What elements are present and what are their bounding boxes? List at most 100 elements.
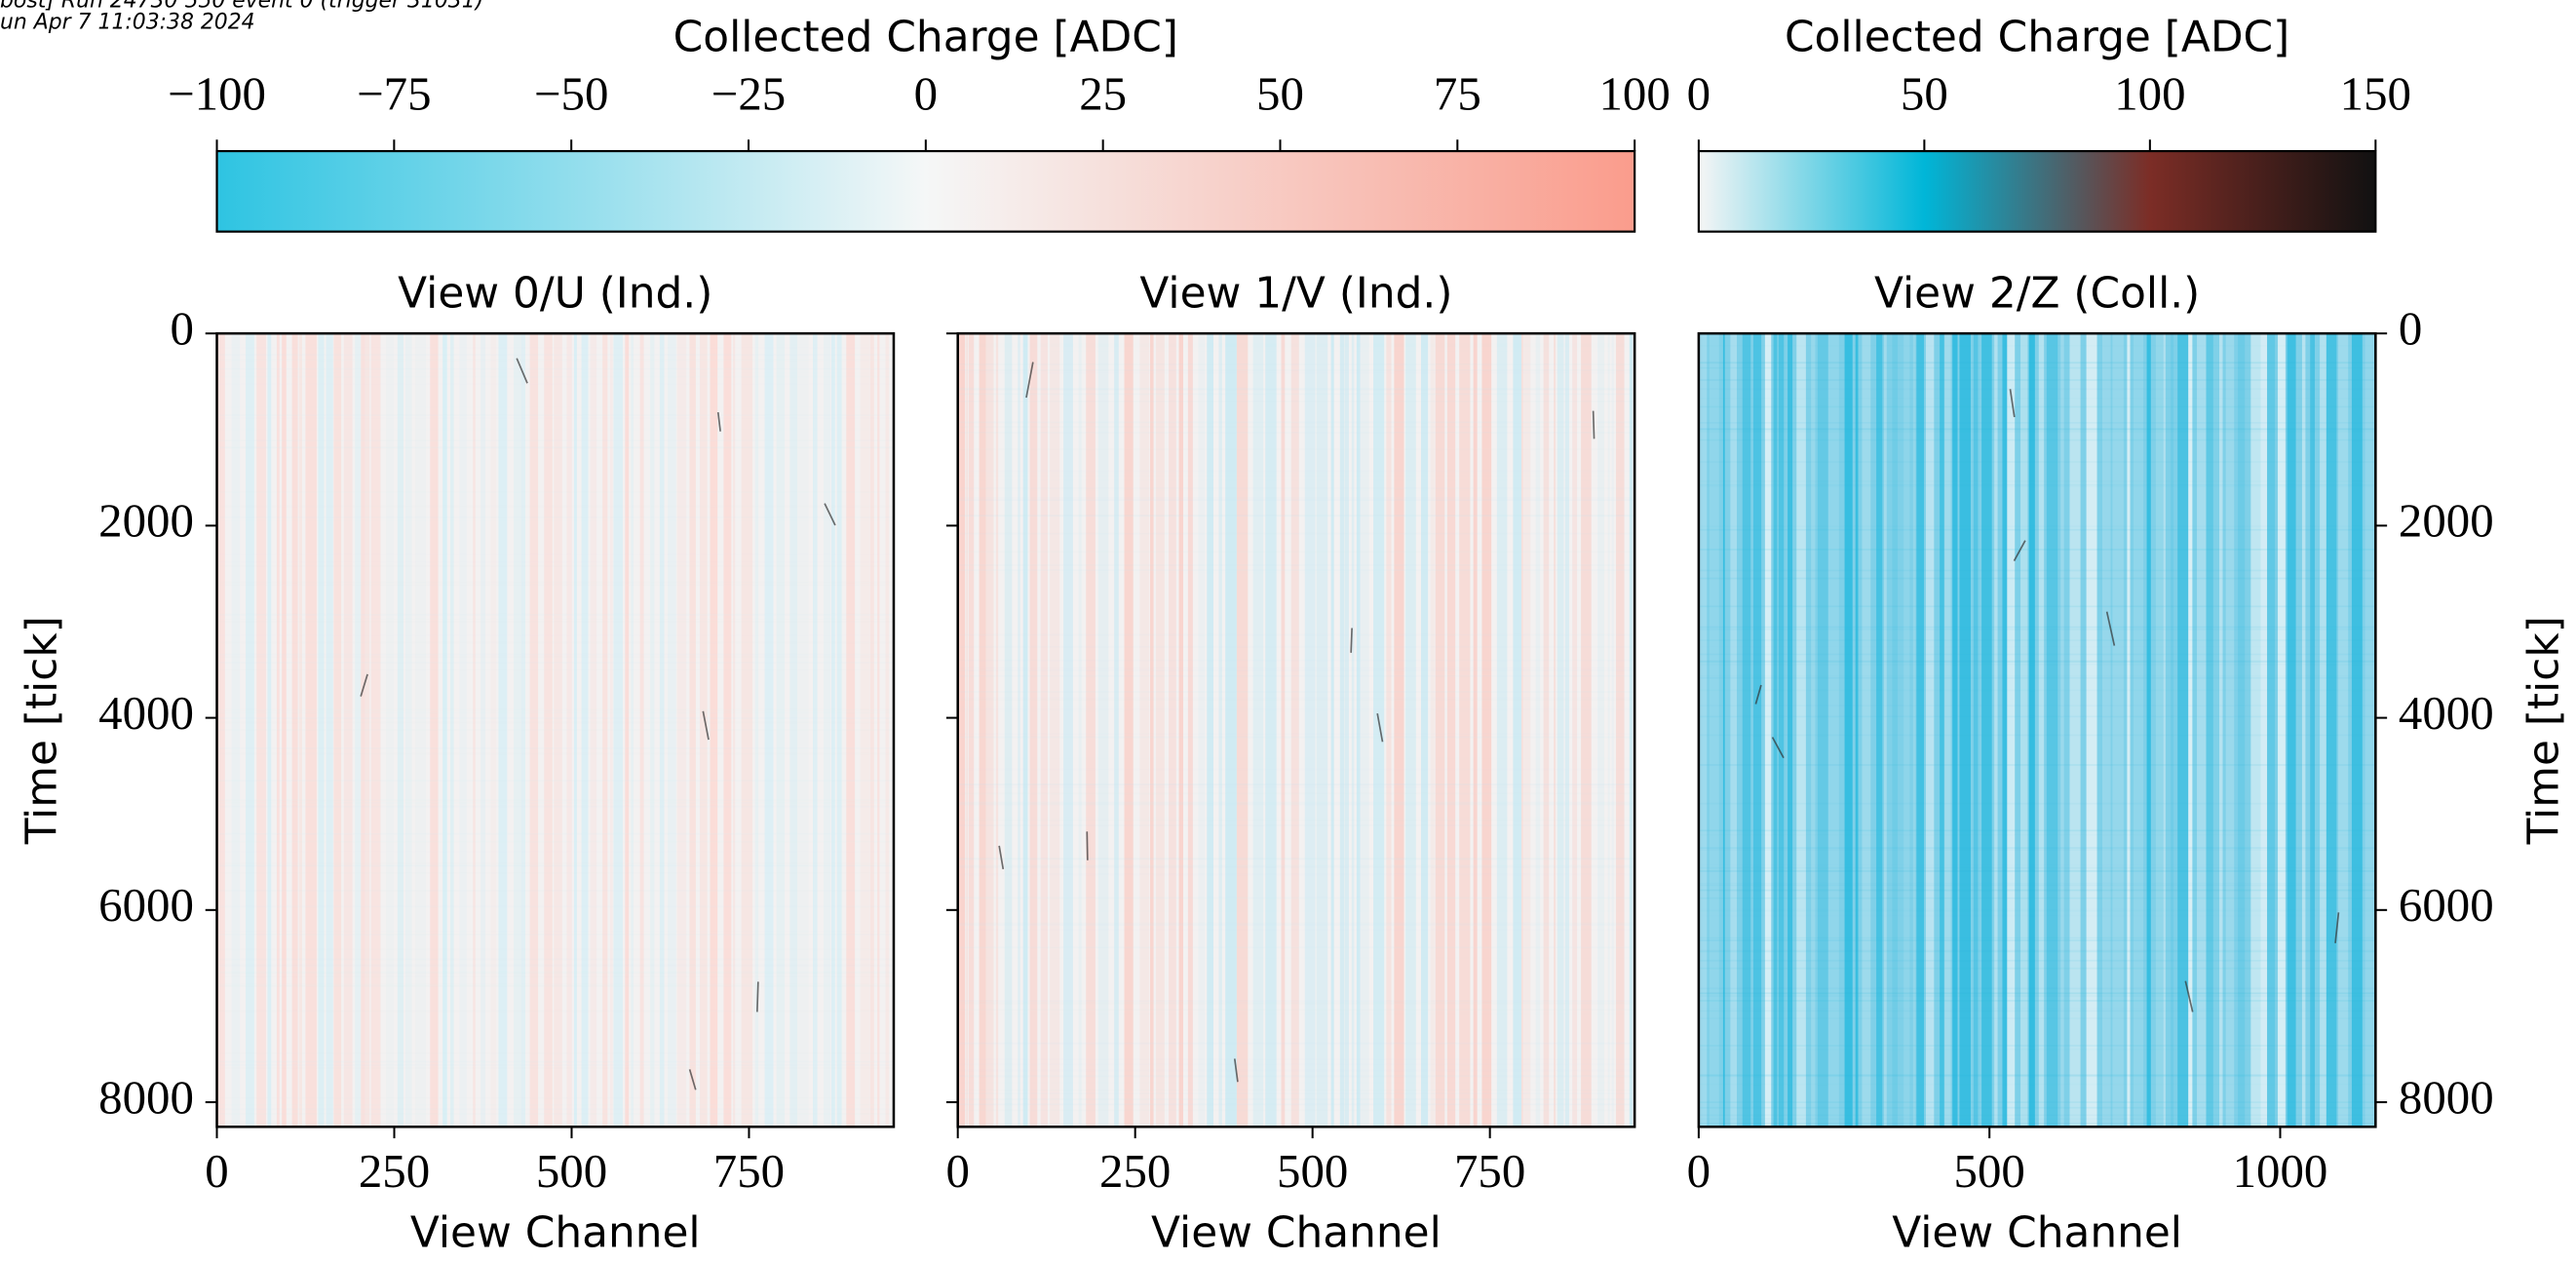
heatmap-noise [216, 359, 894, 362]
track [1025, 362, 1034, 399]
heatmap-stripe [2127, 333, 2131, 1127]
heatmap-stripe [2155, 333, 2163, 1127]
heatmap-noise [216, 581, 894, 584]
heatmap-stripe [1356, 333, 1361, 1127]
heatmap-noise [957, 1075, 1635, 1078]
track [1350, 628, 1353, 653]
heatmap-stripe [789, 333, 798, 1127]
heatmap-noise [957, 858, 1635, 860]
heatmap-noise [217, 552, 894, 554]
heatmap-stripe [1773, 333, 1778, 1127]
heatmap-stripe [1139, 333, 1149, 1127]
x-tick-label: 500 [1954, 1144, 2025, 1198]
track [716, 411, 721, 432]
colorbar-tick-label: 50 [1256, 66, 1304, 120]
x-tick-label: 750 [713, 1144, 785, 1198]
heatmap-stripe [2146, 333, 2151, 1127]
heatmap-noise [958, 706, 1634, 707]
heatmap-stripe [481, 333, 486, 1127]
heatmap-noise [957, 448, 1635, 450]
heatmap-stripe [2028, 333, 2035, 1127]
heatmap-noise [217, 634, 894, 636]
heatmap-stripe [1316, 333, 1328, 1127]
heatmap-stripe [639, 333, 644, 1127]
heatmap-stripe [1459, 333, 1471, 1127]
heatmap-noise [216, 1060, 894, 1063]
track [1771, 737, 1785, 759]
track [702, 710, 710, 741]
header-line: bost] Run 24730 550 event 0 (trigger 310… [0, 0, 483, 14]
heatmap-stripe [2287, 333, 2296, 1127]
heatmap-noise [216, 354, 894, 356]
heatmap-noise [216, 799, 894, 801]
heatmap-stripe [1876, 333, 1883, 1127]
heatmap-noise [957, 368, 1635, 371]
x-tick-label: 0 [1687, 1144, 1711, 1198]
heatmap-stripe [754, 333, 759, 1127]
heatmap-noise [1698, 528, 2376, 531]
heatmap-noise [958, 910, 1634, 912]
track [1592, 410, 1596, 439]
track [824, 503, 836, 526]
heatmap-noise [1698, 422, 2376, 424]
heatmap-noise [958, 572, 1634, 574]
heatmap-stripe [2188, 333, 2193, 1127]
heatmap-noise [217, 587, 894, 589]
heatmap-noise [1698, 605, 2376, 608]
heatmap-stripe [1788, 333, 1793, 1127]
heatmap-noise [957, 645, 1635, 648]
heatmap-noise [957, 1000, 1635, 1003]
plot-frame [1697, 331, 2377, 1128]
y-axis-label: Time [tick] [18, 616, 67, 845]
heatmap-noise [216, 872, 894, 874]
heatmap-noise [1698, 950, 2376, 953]
heatmap-stripe [2206, 333, 2213, 1127]
heatmap-stripe [291, 333, 298, 1127]
track [998, 845, 1005, 870]
heatmap-noise [1698, 987, 2376, 990]
heatmap-stripe [1304, 333, 1316, 1127]
heatmap-stripe [1004, 333, 1013, 1127]
heatmap-stripe [885, 333, 890, 1127]
heatmap-stripe [957, 333, 966, 1127]
colorbar-tick-label: 0 [914, 66, 938, 120]
heatmap-stripe [1473, 333, 1478, 1127]
heatmap-stripe [764, 333, 774, 1127]
heatmap-stripe [514, 333, 521, 1127]
heatmap-stripe [1225, 333, 1237, 1127]
heatmap-noise [1698, 715, 2376, 718]
heatmap-noise [1698, 849, 2376, 851]
heatmap-stripe [1844, 333, 1853, 1127]
heatmap-noise [957, 515, 1635, 517]
heatmap-stripe [365, 333, 370, 1127]
heatmap-stripe [776, 333, 786, 1127]
heatmap-stripe [2310, 333, 2316, 1127]
heatmap-stripe [333, 333, 342, 1127]
heatmap-noise [957, 1063, 1635, 1066]
heatmap-noise [1698, 639, 2376, 641]
heatmap-stripe [877, 333, 880, 1127]
heatmap-stripe [590, 333, 597, 1127]
heatmap-noise [216, 931, 894, 933]
heatmap-noise [1698, 889, 2376, 892]
track [2184, 980, 2194, 1013]
heatmap-stripe [1778, 333, 1785, 1127]
heatmap-stripe [1063, 333, 1073, 1127]
x-axis-label: View Channel [1892, 1208, 2182, 1258]
heatmap-stripe [631, 333, 634, 1127]
heatmap-noise [958, 708, 1634, 710]
heatmap-stripe [520, 333, 525, 1127]
heatmap-stripe [1344, 333, 1349, 1127]
heatmap-noise [1698, 847, 2376, 849]
heatmap-noise [216, 965, 894, 968]
heatmap-noise [217, 1004, 894, 1006]
track [2334, 912, 2340, 943]
heatmap-stripe [573, 333, 577, 1127]
x-tick-label: 500 [1277, 1144, 1348, 1198]
track [2013, 540, 2026, 561]
y-tick-label: 8000 [98, 1070, 194, 1124]
heatmap-stripe [1178, 333, 1183, 1127]
heatmap-stripe [2278, 333, 2286, 1127]
x-axis-label: View Channel [410, 1208, 701, 1258]
